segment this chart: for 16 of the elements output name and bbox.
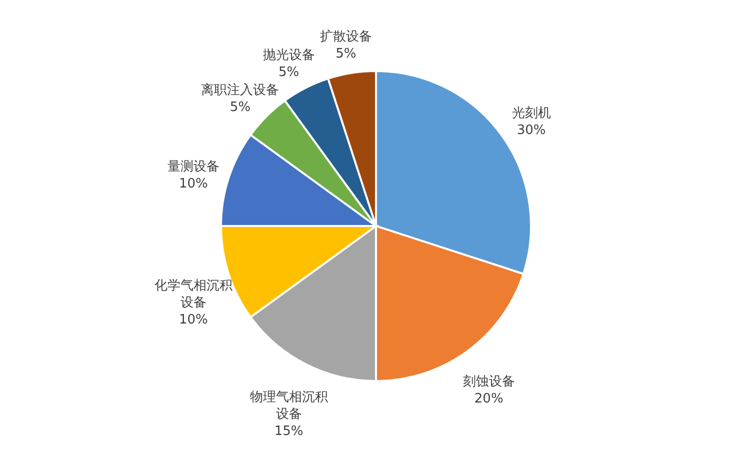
slice-label: 光刻机: [512, 106, 551, 122]
slice-label: 刻蚀设备: [462, 374, 515, 390]
data-label: 10%: [178, 312, 208, 328]
data-label: 20%: [474, 391, 504, 406]
slice-label: 量测设备: [167, 160, 220, 175]
slice-label: 物理气相沉积设备: [250, 390, 328, 422]
slice-label: 抛光设备: [262, 48, 315, 63]
data-label: 10%: [178, 176, 208, 192]
data-label: 15%: [274, 424, 304, 440]
slice-label: 化学气相沉积设备: [154, 278, 232, 310]
data-label: 5%: [278, 64, 300, 80]
data-label: 30%: [516, 123, 546, 138]
data-label: 5%: [336, 46, 356, 62]
slice-label: 离职注入设备: [201, 82, 280, 98]
data-label: 5%: [230, 100, 251, 116]
slice-label: 扩散设备: [320, 29, 372, 44]
